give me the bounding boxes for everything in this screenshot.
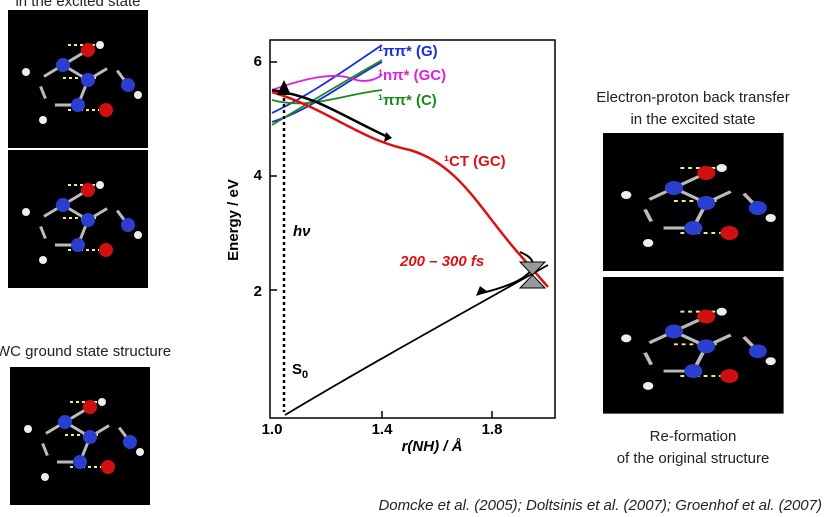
molecule-image xyxy=(10,367,150,505)
excitation-label: hν xyxy=(293,223,311,240)
caption: of the original structure xyxy=(617,450,770,467)
x-tick-label: 1.8 xyxy=(482,421,503,438)
x-tick-label: 1.0 xyxy=(262,421,283,438)
molecule-image xyxy=(8,150,148,288)
curve-label: ¹nπ* (GC) xyxy=(378,67,446,84)
caption: WC ground state structure xyxy=(0,343,171,360)
curve-label: ¹ππ* (C) xyxy=(378,92,437,109)
molecule-image xyxy=(8,10,148,148)
slide: .cy .c{fill:#2ab8c0}.gr .c{fill:#2fc02f}… xyxy=(0,0,828,517)
caption: in the excited state xyxy=(15,0,140,10)
time-label: 200 – 300 fs xyxy=(399,253,484,270)
caption: in the excited state xyxy=(630,111,755,128)
molecule-image xyxy=(603,277,784,414)
ground-label: S0 xyxy=(292,361,308,381)
x-axis-label: r(NH) / Å xyxy=(402,438,463,455)
curve-label: ¹ππ* (G) xyxy=(378,43,438,60)
y-tick-label: 6 xyxy=(254,53,262,70)
curve-label: ¹CT (GC) xyxy=(444,153,506,170)
figure: .cy .c{fill:#2ab8c0}.gr .c{fill:#2fc02f}… xyxy=(0,0,828,517)
caption: Re-formation xyxy=(650,428,737,445)
caption: Electron-proton back transfer xyxy=(596,89,789,106)
citation: Domcke et al. (2005); Doltsinis et al. (… xyxy=(378,497,822,514)
molecule-image xyxy=(603,133,784,271)
y-tick-label: 2 xyxy=(254,283,262,300)
x-tick-label: 1.4 xyxy=(372,421,394,438)
y-axis-label: Energy / eV xyxy=(225,179,242,261)
y-tick-label: 4 xyxy=(254,167,263,184)
